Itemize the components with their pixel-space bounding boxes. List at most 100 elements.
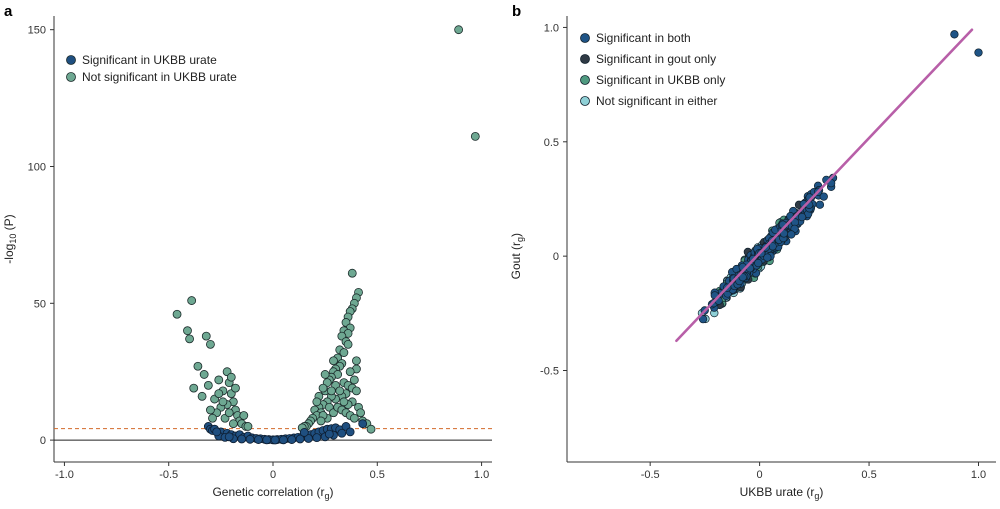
point-not-significant bbox=[201, 331, 211, 341]
point-significant bbox=[345, 427, 355, 437]
point-not-significant bbox=[231, 383, 240, 393]
point-not-significant bbox=[224, 408, 234, 418]
panel-b-axes: -0.5 0 0.5 1.0 -0.5 0 0.5 1.0 UKBB urate (rg) Gou… bbox=[509, 16, 996, 501]
panel-b-points bbox=[697, 30, 983, 324]
y-tick-label: 0.5 bbox=[544, 137, 559, 149]
point-not-significant bbox=[470, 131, 480, 141]
x-tick-label: -1.0 bbox=[55, 469, 74, 481]
legend-entry: Significant in gout only bbox=[596, 52, 716, 66]
point-not-significant bbox=[243, 422, 253, 431]
point-not-significant bbox=[239, 411, 249, 420]
point-significant bbox=[299, 428, 309, 437]
y-axis-label: -log10 (P) bbox=[2, 214, 18, 263]
panel-a-points bbox=[172, 25, 480, 445]
legend-marker bbox=[580, 33, 590, 43]
x-tick-label: 1.0 bbox=[474, 469, 489, 481]
point-significant bbox=[237, 434, 247, 444]
point-not-significant bbox=[208, 413, 217, 423]
point-not-significant bbox=[214, 389, 224, 398]
panel-b-fit bbox=[675, 28, 974, 343]
point-significant bbox=[358, 419, 368, 429]
point-significant-both bbox=[950, 30, 959, 39]
point-not-significant bbox=[339, 348, 349, 357]
point-not-significant bbox=[199, 370, 209, 379]
x-tick-label: 1.0 bbox=[971, 469, 986, 481]
point-not-significant bbox=[339, 397, 349, 407]
point-not-significant bbox=[203, 380, 213, 390]
point-not-significant bbox=[343, 339, 353, 349]
panel-b: b -0.5 0 0.5 1.0 -0.5 0 0.5 1.0 UKBB urate (rg) G… bbox=[509, 3, 996, 501]
point-significant-both bbox=[787, 230, 796, 239]
legend-marker bbox=[580, 96, 590, 106]
point-not-significant bbox=[226, 372, 236, 382]
panel-a-label: a bbox=[4, 3, 13, 20]
point-not-significant bbox=[197, 391, 207, 401]
point-significant bbox=[337, 428, 347, 438]
point-not-significant bbox=[183, 326, 192, 336]
y-tick-label: 1.0 bbox=[544, 22, 559, 34]
point-significant-both bbox=[819, 192, 828, 201]
legend-marker bbox=[580, 75, 590, 85]
point-not-significant bbox=[189, 383, 199, 393]
point-significant-both bbox=[815, 200, 825, 209]
point-not-significant bbox=[312, 397, 322, 407]
point-not-significant bbox=[347, 268, 357, 278]
point-significant bbox=[324, 429, 334, 439]
point-not-significant bbox=[345, 367, 355, 377]
x-axis-label: UKBB urate (rg) bbox=[740, 485, 824, 501]
y-tick-label: 150 bbox=[28, 25, 46, 37]
panel-b-legend: Significant in both Significant in gout o… bbox=[580, 31, 725, 108]
x-tick-label: 0.5 bbox=[370, 469, 385, 481]
panel-a-axes: 0 50 100 150 -1.0 -0.5 0 0.5 1.0 Genetic correlat… bbox=[2, 16, 492, 501]
y-axis-label: Gout (rg) bbox=[509, 233, 525, 279]
point-not-significant bbox=[366, 424, 376, 434]
legend-entry: Significant in UKBB urate bbox=[82, 53, 217, 67]
y-tick-label: 0 bbox=[40, 435, 46, 447]
y-tick-label: 0 bbox=[553, 251, 559, 263]
point-not-significant bbox=[356, 408, 366, 418]
legend-entry: Not significant in UKBB urate bbox=[82, 70, 237, 84]
x-tick-label: -0.5 bbox=[159, 469, 178, 481]
regression-line bbox=[675, 28, 974, 343]
x-tick-label: -0.5 bbox=[641, 469, 660, 481]
panel-b-label: b bbox=[512, 3, 521, 20]
y-tick-label: -0.5 bbox=[540, 366, 559, 378]
point-significant bbox=[287, 435, 297, 444]
point-significant bbox=[312, 433, 322, 443]
point-significant-both bbox=[738, 273, 747, 282]
panel-a: a 0 50 100 150 -1.0 -0.5 0 0.5 1.0 Genetic correl… bbox=[2, 3, 492, 501]
point-not-significant bbox=[172, 309, 182, 319]
legend-entry: Significant in UKBB only bbox=[596, 73, 725, 87]
point-significant bbox=[253, 435, 263, 444]
point-not-significant bbox=[352, 356, 361, 366]
point-not-significant bbox=[349, 375, 359, 385]
point-not-significant bbox=[228, 419, 238, 429]
point-significant bbox=[279, 435, 288, 445]
point-significant-both bbox=[754, 258, 763, 268]
point-not-significant bbox=[318, 383, 328, 393]
point-not-significant bbox=[352, 386, 361, 396]
point-significant-both bbox=[698, 315, 708, 324]
point-not-significant bbox=[193, 361, 203, 371]
point-not-significant bbox=[329, 356, 338, 366]
point-not-significant bbox=[206, 339, 215, 349]
point-not-significant bbox=[187, 296, 197, 305]
legend-marker bbox=[66, 55, 76, 65]
point-not-significant bbox=[185, 334, 194, 344]
x-tick-label: 0 bbox=[757, 469, 763, 481]
legend-entry: Significant in both bbox=[596, 31, 691, 45]
point-significant bbox=[270, 435, 280, 445]
point-not-significant bbox=[218, 397, 228, 407]
point-significant bbox=[245, 434, 255, 444]
point-significant-both bbox=[797, 212, 807, 222]
point-significant-both bbox=[763, 253, 772, 262]
y-tick-label: 100 bbox=[28, 161, 46, 173]
point-significant-both bbox=[974, 48, 983, 57]
point-not-significant bbox=[316, 416, 326, 426]
y-tick-label: 50 bbox=[34, 298, 46, 310]
legend-marker bbox=[580, 54, 590, 64]
point-significant bbox=[224, 432, 234, 442]
legend-marker bbox=[66, 72, 76, 82]
x-tick-label: 0.5 bbox=[861, 469, 876, 481]
